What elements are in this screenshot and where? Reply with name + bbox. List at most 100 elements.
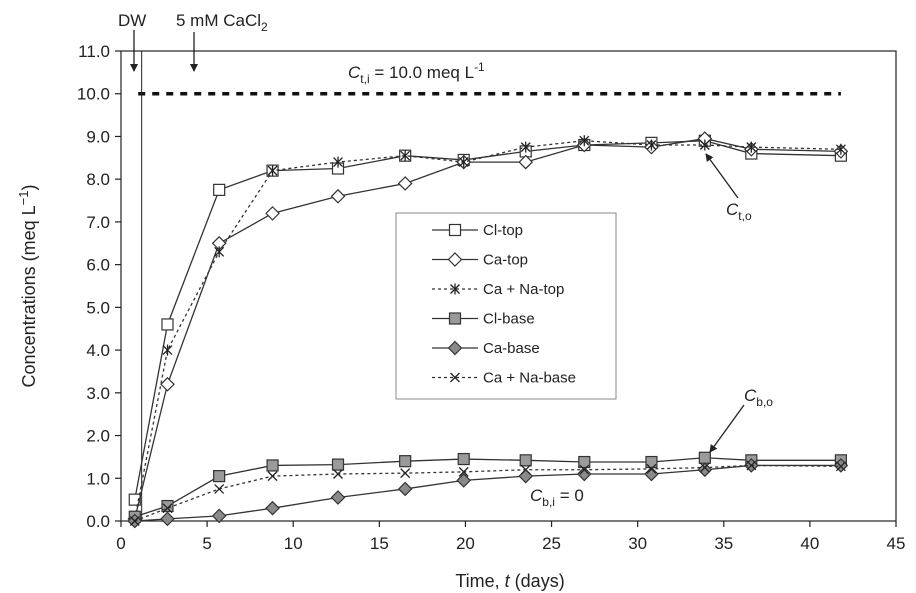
data-point — [330, 490, 346, 505]
data-point — [128, 493, 141, 506]
annotation-cto-arrow — [705, 153, 739, 199]
x-tick-label: 30 — [628, 534, 647, 553]
legend-label: Ca + Na-base — [483, 370, 576, 387]
data-point — [400, 150, 411, 162]
data-point — [835, 143, 846, 155]
legend-label: Ca-base — [483, 340, 540, 357]
data-point — [579, 464, 590, 475]
data-point — [266, 459, 279, 472]
data-point — [160, 376, 175, 392]
data-point — [162, 503, 173, 514]
data-point — [457, 452, 470, 466]
x-axis-ticks: 0 5 10 15 20 25 30 35 40 45 — [116, 521, 905, 553]
y-tick-label: 9.0 — [86, 127, 110, 146]
data-point — [746, 141, 757, 153]
legend-label: Ca-top — [483, 252, 528, 269]
series-line-ca-base — [134, 464, 841, 522]
annotation-cacl2: 5 mM CaCl2 — [176, 11, 268, 34]
series-cl-base — [128, 451, 847, 523]
data-point — [518, 154, 534, 170]
legend-items: Cl-top Ca-top Ca + Na-top Cl-base Ca-base Ca … — [432, 222, 576, 387]
legend-marker — [450, 372, 460, 383]
y-axis-ticks: 0.0 1.0 2.0 3.0 4.0 5.0 6.0 7.0 8.0 9.0 10.0 11.0 — [77, 42, 121, 531]
x-tick-label: 5 — [202, 534, 211, 553]
legend-label: Cl-base — [483, 311, 535, 328]
annotation-dw: DW — [118, 11, 146, 30]
series-ca-na-base — [129, 460, 846, 526]
y-tick-label: 3.0 — [86, 384, 110, 403]
annotation-cbo: Cb,o — [744, 386, 773, 409]
data-point — [520, 464, 531, 475]
data-point — [456, 473, 472, 488]
x-tick-label: 10 — [284, 534, 303, 553]
x-tick-label: 45 — [887, 534, 906, 553]
legend-item: Ca-top — [432, 252, 528, 269]
y-tick-label: 7.0 — [86, 213, 110, 232]
x-tick-label: 25 — [542, 534, 561, 553]
data-point — [400, 468, 411, 479]
legend: Cl-top Ca-top Ca + Na-top Cl-base Ca-base Ca … — [395, 212, 617, 400]
x-tick-label: 0 — [116, 534, 125, 553]
data-point — [579, 135, 590, 147]
data-point — [129, 516, 140, 526]
data-point — [644, 466, 659, 482]
data-point — [397, 481, 413, 497]
data-point — [214, 246, 225, 258]
legend-item: Ca + Na-base — [432, 370, 576, 387]
y-tick-label: 4.0 — [86, 341, 110, 360]
legend-box — [395, 212, 617, 400]
y-axis-title: Concentrations (meq L−1) — [16, 185, 39, 388]
legend-label: Cl-top — [483, 222, 523, 239]
legend-item: Cl-base — [432, 311, 535, 328]
x-axis-title: Time, t (days) — [455, 571, 564, 591]
series-ca-base — [127, 458, 849, 529]
data-point — [265, 206, 280, 221]
legend-marker — [450, 283, 460, 295]
data-point — [835, 461, 846, 472]
data-point — [397, 176, 413, 191]
data-point — [265, 500, 280, 516]
data-point — [458, 466, 469, 477]
legend-marker — [447, 340, 463, 356]
data-point — [519, 454, 532, 467]
legend-marker — [448, 312, 462, 325]
x-tick-label: 20 — [456, 534, 475, 553]
data-point — [161, 318, 174, 331]
data-point — [160, 511, 175, 527]
data-point — [576, 466, 592, 482]
y-tick-label: 10.0 — [77, 85, 110, 104]
y-tick-label: 8.0 — [86, 170, 110, 189]
plot-area — [120, 50, 897, 522]
series-layer — [127, 131, 849, 529]
data-point — [333, 156, 343, 168]
annotation-cbo-arrow — [709, 404, 745, 453]
legend-item: Ca-base — [432, 340, 540, 357]
data-point — [330, 188, 346, 204]
legend-item: Ca + Na-top — [432, 281, 564, 298]
x-tick-label: 15 — [370, 534, 389, 553]
legend-marker — [448, 223, 462, 237]
data-point — [399, 455, 412, 468]
data-point — [333, 469, 343, 479]
data-point — [213, 183, 226, 196]
y-tick-label: 5.0 — [86, 298, 110, 317]
data-point — [211, 508, 227, 524]
data-point — [267, 471, 278, 482]
reference-line-label: Ct,i = 10.0 meq L-1 — [348, 60, 485, 86]
data-point — [520, 141, 531, 153]
data-point — [214, 483, 225, 494]
legend-label: Ca + Na-top — [483, 281, 564, 298]
data-point — [518, 468, 534, 484]
data-point — [699, 462, 710, 473]
data-point — [162, 344, 173, 356]
data-point — [331, 458, 345, 471]
data-point — [697, 462, 713, 478]
legend-marker — [447, 252, 463, 267]
y-tick-label: 11.0 — [78, 42, 110, 61]
x-tick-label: 40 — [800, 534, 819, 553]
x-tick-label: 35 — [714, 534, 733, 553]
data-point — [646, 139, 657, 151]
annotation-cbi: Cb,i = 0 — [530, 486, 584, 509]
legend-item: Cl-top — [432, 222, 523, 239]
